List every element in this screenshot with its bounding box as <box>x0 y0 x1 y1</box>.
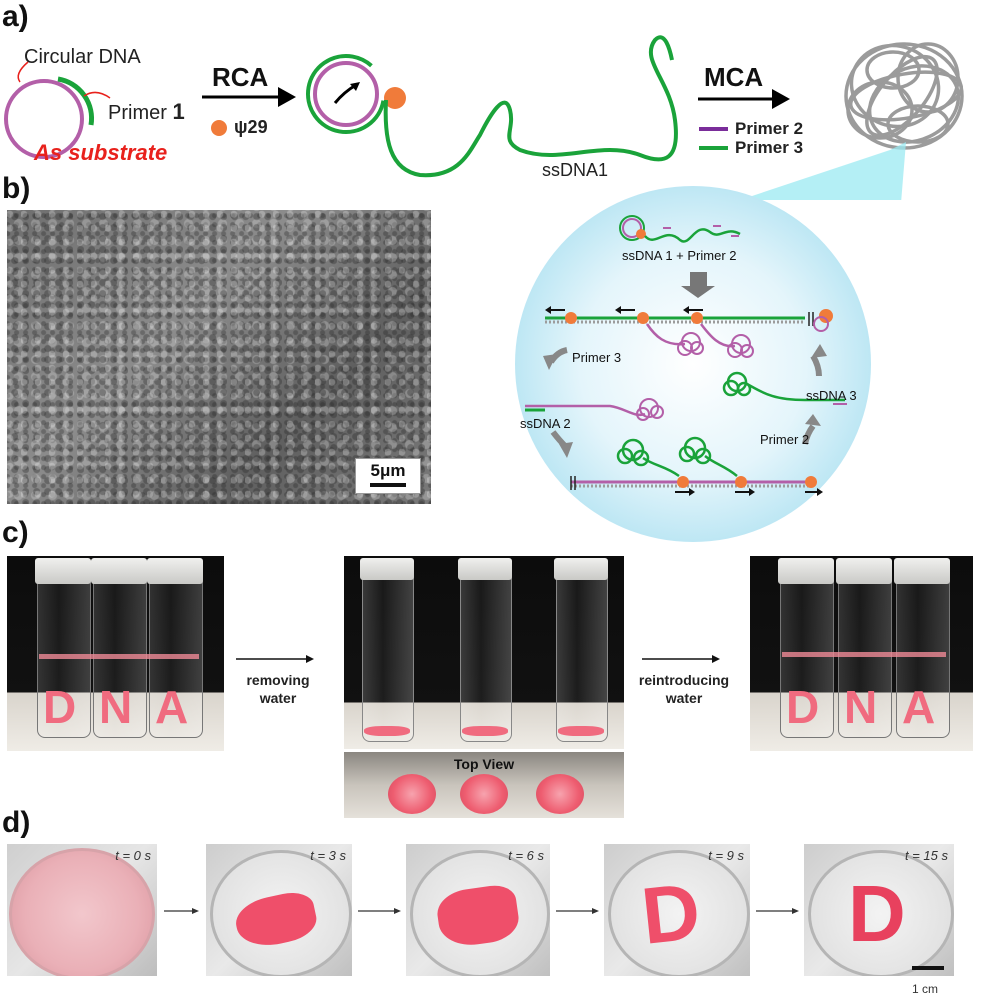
top-view-dish-3 <box>536 774 584 814</box>
primer1-number: 1 <box>172 99 184 124</box>
primer2-legend-label: Primer 2 <box>735 119 803 139</box>
scale-bar-label: 5μm <box>356 461 420 481</box>
sem-image: 5μm <box>7 210 431 504</box>
scale-bar-1cm <box>912 966 944 970</box>
panel-label-c: c) <box>2 516 29 550</box>
primer1-label: Primer 1 <box>108 99 185 125</box>
mca-label: MCA <box>704 62 763 93</box>
panel-label-d: d) <box>2 806 30 840</box>
reintroducing-label: reintroducing <box>624 672 744 688</box>
dish-photo-t0: t = 0 s <box>7 844 157 976</box>
ssdna1-strand <box>386 37 676 175</box>
scale-bar-line <box>370 483 406 487</box>
primer3-mechanism-label: Primer 3 <box>572 350 621 365</box>
scale-label-1cm: 1 cm <box>912 982 938 996</box>
dried-gel-1 <box>364 726 410 736</box>
rca-label: RCA <box>212 62 268 93</box>
scale-bar-box: 5μm <box>355 458 421 494</box>
phi29-ball <box>211 120 227 136</box>
dna-letter-d: D <box>43 680 76 734</box>
time-label-t0: t = 0 s <box>115 848 151 863</box>
dried-vial-3 <box>556 564 608 742</box>
reintroducing-water-arrow <box>642 652 722 666</box>
top-view-dish-1 <box>388 774 436 814</box>
dna-letter-a: A <box>155 680 188 734</box>
rehydrated-water-line <box>782 652 946 657</box>
time-label-t9: t = 9 s <box>708 848 744 863</box>
vials-photo-hydrated-1: D N A <box>7 556 224 751</box>
dna-letter-n: N <box>99 680 132 734</box>
removing-water-arrow <box>236 652 316 666</box>
rehydrated-letter-d: D <box>786 680 819 734</box>
dried-vial-cap-1 <box>360 558 414 580</box>
dish-photo-t3: t = 3 s <box>206 844 352 976</box>
primer1-text: Primer <box>108 102 172 124</box>
ssdna1-label: ssDNA1 <box>542 160 608 181</box>
top-view-dish-2 <box>460 774 508 814</box>
time-label-t15: t = 15 s <box>905 848 948 863</box>
time-arrow-1 <box>164 906 200 916</box>
vial-cap-2 <box>91 558 147 584</box>
dish-photo-t9: D t = 9 s <box>604 844 750 976</box>
rehydrated-letter-n: N <box>844 680 877 734</box>
ssdna1-primer2-label: ssDNA 1 + Primer 2 <box>622 248 737 263</box>
vials-photo-hydrated-2: D N A <box>750 556 973 751</box>
dried-vial-cap-2 <box>458 558 512 580</box>
rehydrated-vial-cap-3 <box>894 558 950 584</box>
removing-water-label: water <box>230 690 326 706</box>
time-arrow-3 <box>556 906 600 916</box>
dish-photo-t15: D t = 15 s <box>804 844 954 976</box>
ssdna3-label: ssDNA 3 <box>806 388 857 403</box>
top-view-photo: Top View <box>344 752 624 818</box>
dried-vial-2 <box>460 564 512 742</box>
phi29-label: ψ29 <box>234 117 268 138</box>
rehydrated-vial-cap-1 <box>778 558 834 584</box>
dried-gel-3 <box>558 726 604 736</box>
time-arrow-4 <box>756 906 800 916</box>
vial-cap-3 <box>147 558 203 584</box>
gel-letter-t9: D <box>637 865 704 963</box>
water-line <box>39 654 199 659</box>
dish-t0 <box>9 848 155 976</box>
rehydrated-vial-cap-2 <box>836 558 892 584</box>
primer2-mechanism-label: Primer 2 <box>760 432 809 447</box>
dish-photo-t6: t = 6 s <box>406 844 550 976</box>
mechanism-diagram <box>515 186 871 542</box>
dried-vial-1 <box>362 564 414 742</box>
time-label-t3: t = 3 s <box>310 848 346 863</box>
top-view-label: Top View <box>414 756 554 772</box>
vials-photo-dried <box>344 556 624 749</box>
ssdna2-label: ssDNA 2 <box>520 416 571 431</box>
vial-cap-1 <box>35 558 91 584</box>
dna-tangle <box>840 33 971 156</box>
primer3-legend-label: Primer 3 <box>735 138 803 158</box>
dried-vial-cap-3 <box>554 558 608 580</box>
gel-letter-t15: D <box>848 868 906 960</box>
circular-dna-label: Circular DNA <box>24 46 141 69</box>
removing-label: removing <box>230 672 326 688</box>
reintroducing-water-label: water <box>624 690 744 706</box>
as-substrate-label: As substrate <box>34 140 167 166</box>
time-arrow-2 <box>358 906 402 916</box>
time-label-t6: t = 6 s <box>508 848 544 863</box>
dried-gel-2 <box>462 726 508 736</box>
rehydrated-letter-a: A <box>902 680 935 734</box>
